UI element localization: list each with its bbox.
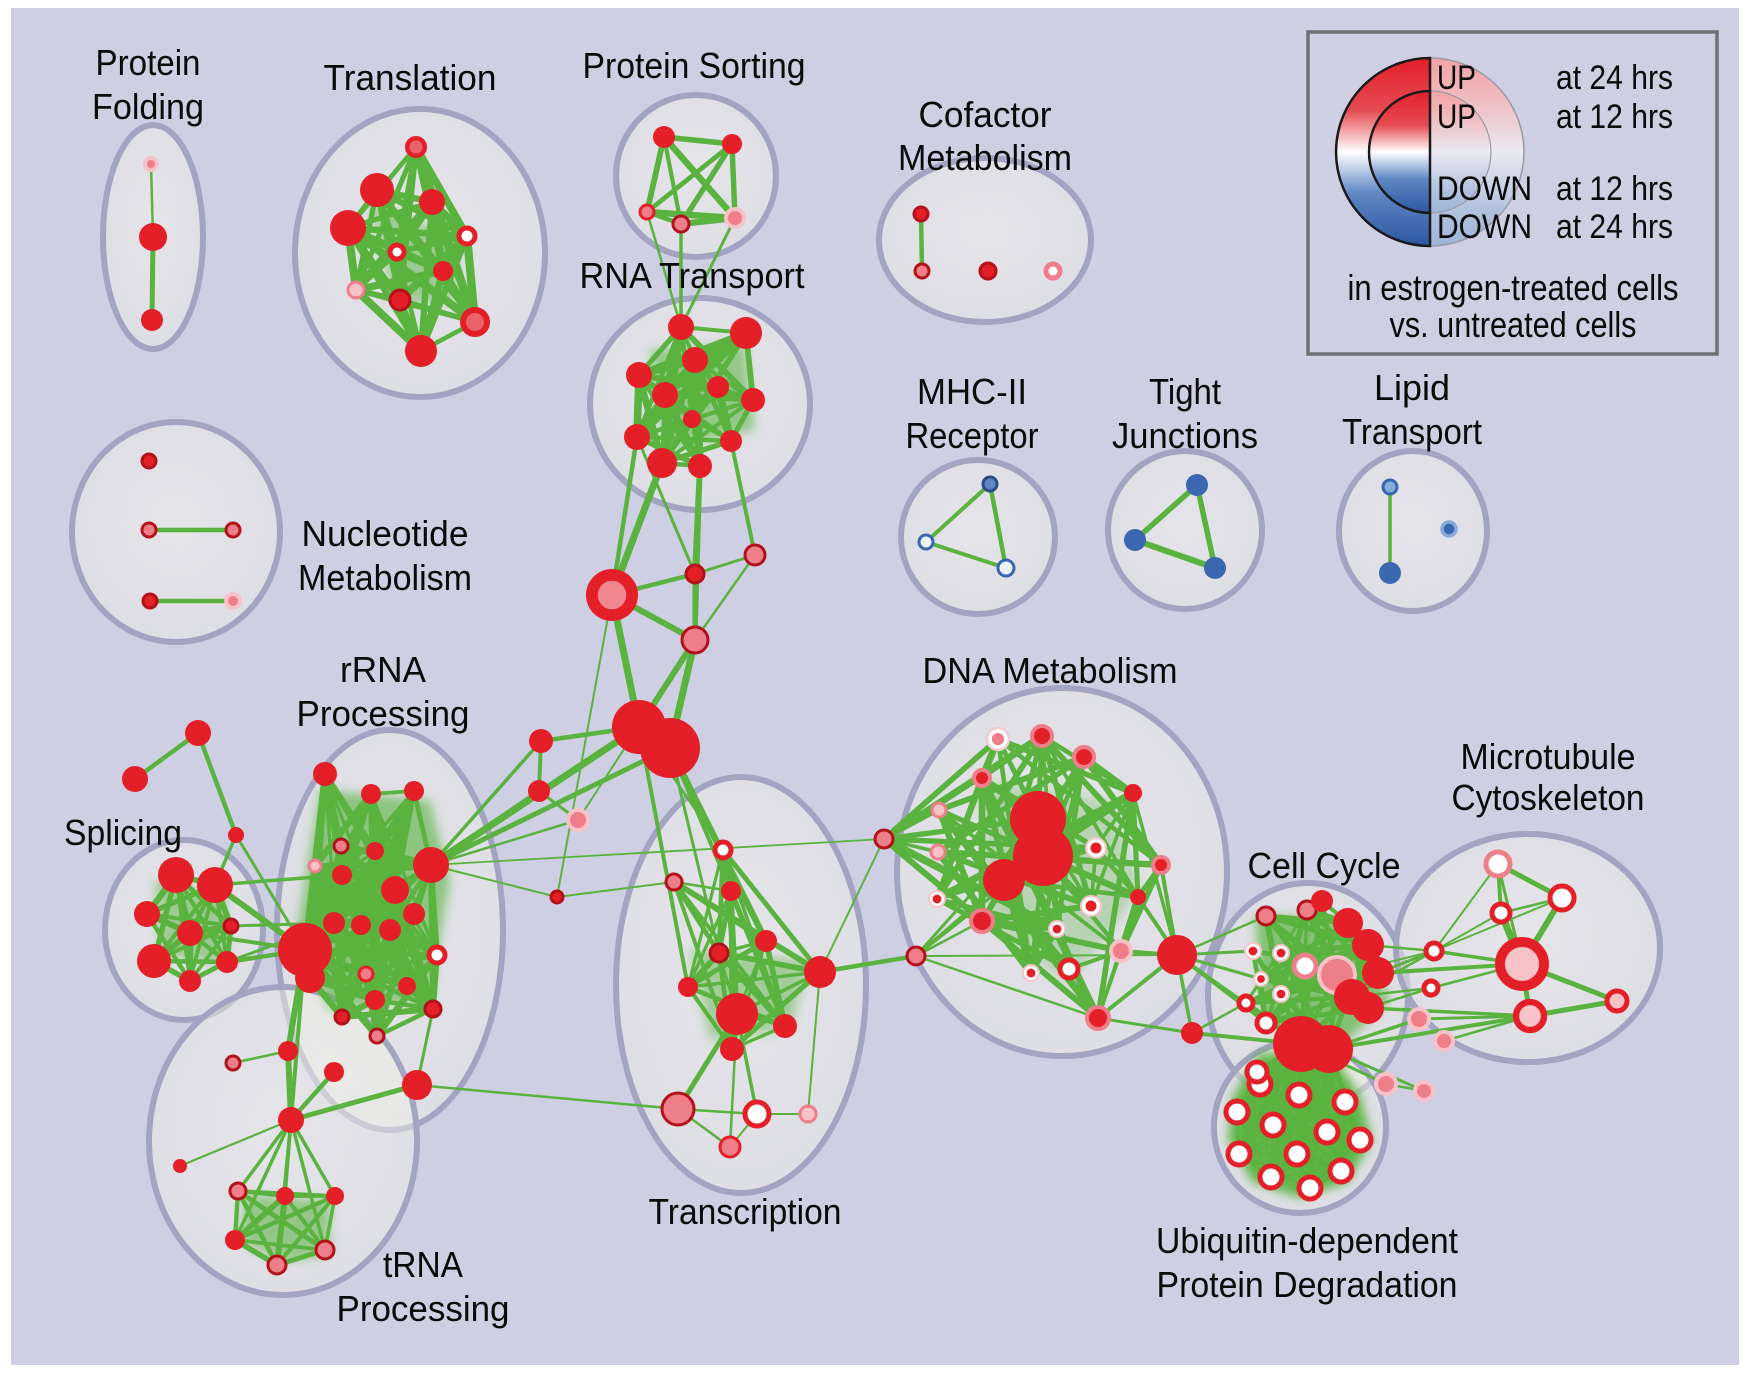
svg-text:at 24 hrs: at 24 hrs: [1556, 208, 1673, 246]
svg-text:Translation: Translation: [324, 57, 497, 98]
svg-text:Lipid: Lipid: [1374, 367, 1450, 408]
svg-text:DOWN: DOWN: [1437, 170, 1532, 208]
svg-text:vs. untreated cells: vs. untreated cells: [1390, 304, 1637, 345]
svg-text:at 12 hrs: at 12 hrs: [1556, 98, 1673, 136]
svg-text:Cofactor: Cofactor: [919, 94, 1052, 135]
svg-text:at 12 hrs: at 12 hrs: [1556, 170, 1673, 208]
svg-text:Junctions: Junctions: [1112, 415, 1258, 456]
svg-text:tRNA: tRNA: [383, 1244, 463, 1285]
svg-text:in estrogen-treated cells: in estrogen-treated cells: [1348, 267, 1679, 308]
svg-text:Metabolism: Metabolism: [298, 557, 472, 598]
svg-text:Folding: Folding: [92, 86, 204, 127]
svg-text:UP: UP: [1437, 59, 1476, 97]
svg-text:Processing: Processing: [337, 1288, 510, 1329]
svg-text:rRNA: rRNA: [340, 649, 426, 690]
svg-text:Metabolism: Metabolism: [898, 137, 1072, 178]
svg-text:Protein Degradation: Protein Degradation: [1157, 1264, 1458, 1305]
svg-text:Ubiquitin-dependent: Ubiquitin-dependent: [1156, 1220, 1458, 1261]
svg-text:at 24 hrs: at 24 hrs: [1556, 59, 1673, 97]
svg-text:Cell Cycle: Cell Cycle: [1248, 845, 1401, 886]
svg-text:DOWN: DOWN: [1437, 208, 1532, 246]
svg-text:Microtubule: Microtubule: [1461, 736, 1636, 777]
svg-text:Transcription: Transcription: [649, 1191, 842, 1232]
svg-text:Receptor: Receptor: [906, 415, 1039, 456]
svg-text:Transport: Transport: [1342, 411, 1482, 452]
svg-text:UP: UP: [1437, 98, 1476, 136]
svg-text:Nucleotide: Nucleotide: [302, 513, 469, 554]
svg-text:Splicing: Splicing: [64, 812, 182, 853]
svg-text:Processing: Processing: [297, 693, 470, 734]
svg-text:Protein: Protein: [96, 42, 201, 83]
svg-text:Protein Sorting: Protein Sorting: [583, 45, 806, 86]
svg-text:Tight: Tight: [1149, 371, 1221, 412]
svg-text:RNA Transport: RNA Transport: [580, 255, 805, 296]
svg-text:Cytoskeleton: Cytoskeleton: [1452, 777, 1645, 818]
svg-text:DNA Metabolism: DNA Metabolism: [923, 650, 1178, 691]
svg-text:MHC-II: MHC-II: [917, 371, 1027, 412]
